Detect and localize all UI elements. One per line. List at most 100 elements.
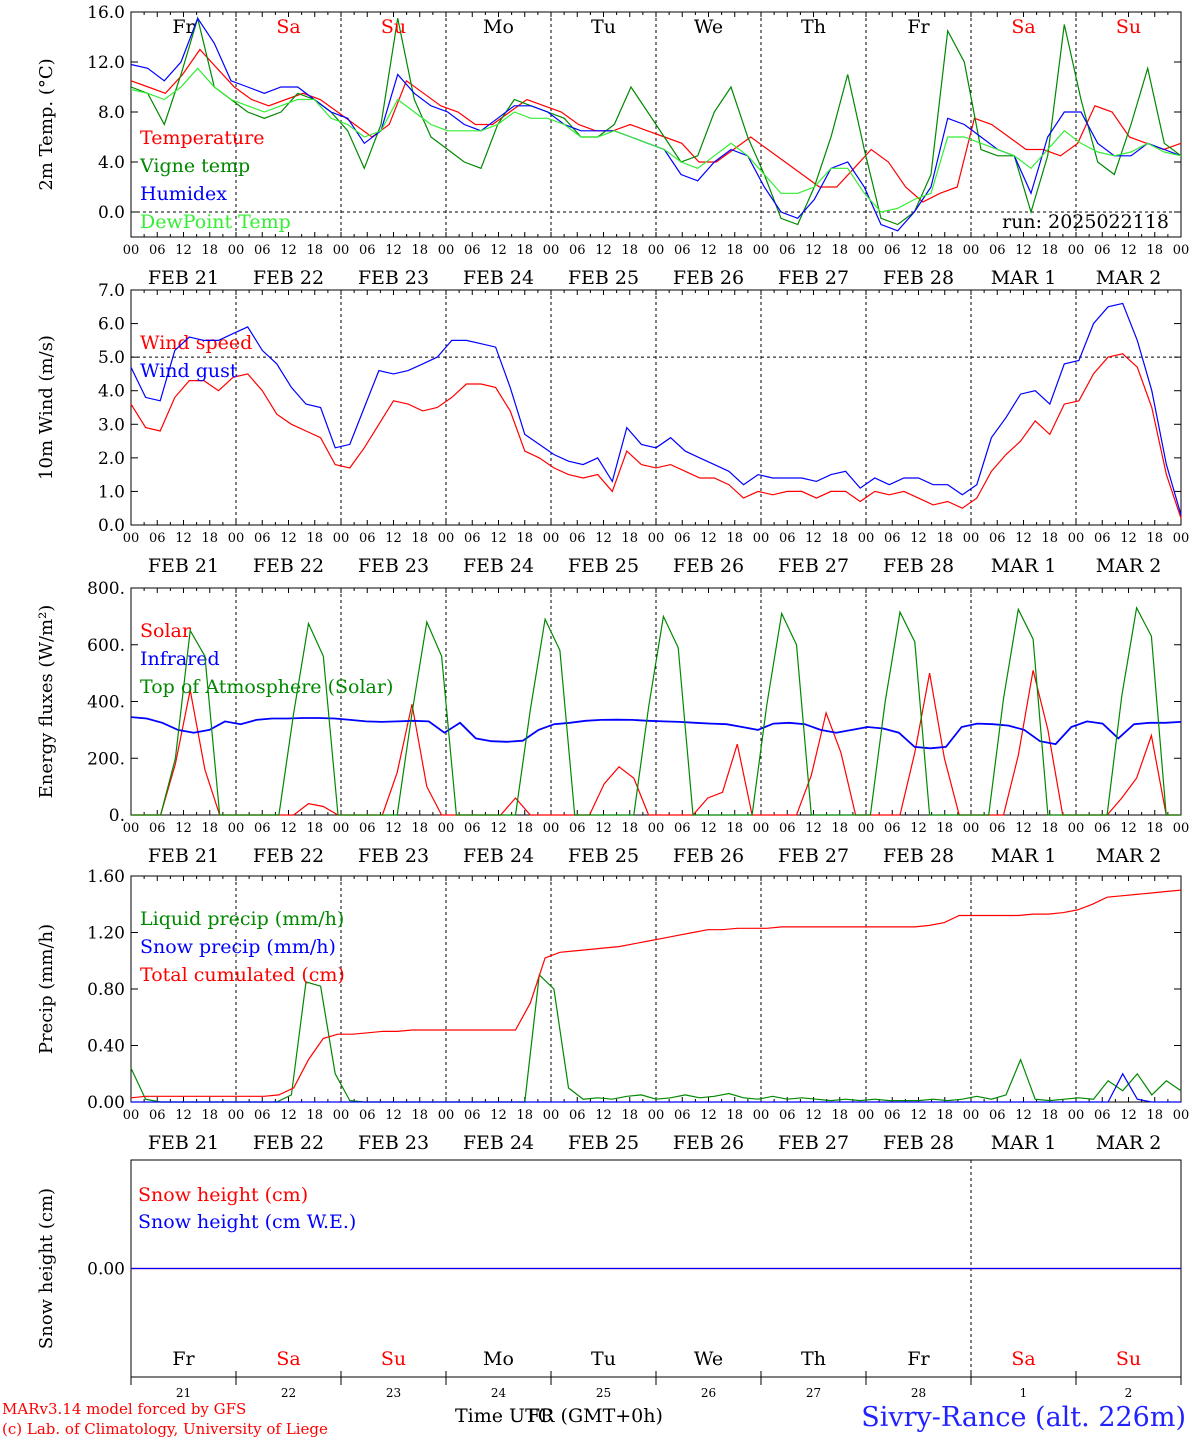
legend-entry: Snow precip (mm/h) bbox=[140, 936, 336, 958]
hour-tick-label: 00 bbox=[963, 1108, 980, 1123]
hour-tick-label: 00 bbox=[228, 243, 245, 258]
y-tick-label: 1.60 bbox=[87, 867, 125, 887]
y-axis-label: Snow height (cm) bbox=[36, 1188, 57, 1349]
hour-tick-label: 00 bbox=[858, 531, 875, 546]
hour-tick-label: 06 bbox=[149, 243, 166, 258]
legend-entry: Total cumulated (cm) bbox=[140, 964, 345, 986]
date-label: FEB 25 bbox=[568, 845, 639, 867]
hour-tick-label: 00 bbox=[438, 821, 455, 836]
hour-tick-label: 00 bbox=[228, 821, 245, 836]
hour-tick-label: 12 bbox=[1120, 821, 1137, 836]
hour-tick-label: 06 bbox=[464, 821, 481, 836]
date-label: MAR 1 bbox=[991, 555, 1057, 577]
hour-tick-label: 06 bbox=[464, 531, 481, 546]
date-label: MAR 2 bbox=[1096, 267, 1162, 289]
hour-tick-label: 06 bbox=[569, 243, 586, 258]
hour-tick-label: 06 bbox=[464, 1108, 481, 1123]
time-local-label: FR (GMT+0h) bbox=[527, 1405, 663, 1427]
hour-tick-label: 18 bbox=[306, 531, 323, 546]
legend-entry: Top of Atmosphere (Solar) bbox=[140, 676, 393, 698]
weekday-label: Mo bbox=[483, 1348, 514, 1370]
legend-entry: DewPoint Temp bbox=[140, 211, 291, 233]
y-axis-label: Energy fluxes (W/m²) bbox=[36, 605, 57, 799]
weekday-label: Fr bbox=[172, 16, 195, 38]
hour-tick-label: 00 bbox=[753, 531, 770, 546]
hour-tick-label: 12 bbox=[700, 821, 717, 836]
date-label: FEB 24 bbox=[463, 555, 534, 577]
weekday-label: Tu bbox=[591, 16, 616, 38]
hour-tick-label: 06 bbox=[674, 1108, 691, 1123]
day-number-label: 26 bbox=[701, 1386, 716, 1400]
hour-tick-label: 06 bbox=[779, 243, 796, 258]
hour-tick-label: 12 bbox=[595, 1108, 612, 1123]
hour-tick-label: 00 bbox=[1068, 1108, 1085, 1123]
hour-tick-label: 12 bbox=[1120, 531, 1137, 546]
y-tick-label: 800. bbox=[87, 579, 125, 599]
hour-tick-label: 00 bbox=[1068, 531, 1085, 546]
y-tick-label: 0.80 bbox=[87, 980, 125, 1000]
date-label: MAR 2 bbox=[1096, 555, 1162, 577]
date-label: MAR 1 bbox=[991, 845, 1057, 867]
weekday-label: Su bbox=[1116, 16, 1141, 38]
date-label: FEB 27 bbox=[778, 555, 849, 577]
date-label: FEB 22 bbox=[253, 267, 324, 289]
legend-entry: Wind gust bbox=[140, 360, 238, 382]
y-tick-label: 0.0 bbox=[98, 203, 125, 223]
hour-tick-label: 00 bbox=[753, 1108, 770, 1123]
legend-entry: Snow height (cm W.E.) bbox=[138, 1211, 356, 1233]
y-tick-label: 600. bbox=[87, 636, 125, 656]
legend-entry: Humidex bbox=[140, 183, 227, 205]
legend-entry: Vigne temp bbox=[139, 155, 250, 177]
y-tick-label: 7.0 bbox=[98, 281, 125, 301]
hour-tick-label: 00 bbox=[438, 243, 455, 258]
hour-tick-label: 00 bbox=[123, 821, 140, 836]
panel-4: 0.00 0.40 0.80 1.20 1.60 Precip (mm/h) Liquid … bbox=[36, 867, 1189, 1154]
hour-tick-label: 12 bbox=[910, 531, 927, 546]
hour-tick-label: 06 bbox=[359, 243, 376, 258]
y-tick-label: 0.00 bbox=[87, 1093, 125, 1113]
date-label: FEB 23 bbox=[358, 1132, 429, 1154]
date-label: FEB 23 bbox=[358, 845, 429, 867]
hour-tick-label: 18 bbox=[621, 821, 638, 836]
day-number-label: 23 bbox=[386, 1386, 401, 1400]
hour-tick-label: 18 bbox=[1146, 1108, 1163, 1123]
y-tick-label: 0. bbox=[109, 806, 125, 826]
hour-tick-label: 06 bbox=[989, 531, 1006, 546]
date-label: FEB 26 bbox=[673, 555, 744, 577]
y-tick-label: 0.00 bbox=[87, 1260, 125, 1280]
series-line-temperature bbox=[130, 48, 1182, 203]
hour-tick-label: 18 bbox=[201, 821, 218, 836]
panel-3: 0. 200. 400. 600. 800. Energy fluxes (W/m²) So… bbox=[36, 579, 1189, 867]
hour-tick-label: 00 bbox=[753, 821, 770, 836]
hour-tick-label: 12 bbox=[385, 821, 402, 836]
hour-tick-label: 00 bbox=[1173, 821, 1190, 836]
hour-tick-label: 18 bbox=[411, 243, 428, 258]
hour-tick-label: 18 bbox=[1146, 531, 1163, 546]
hour-tick-label: 06 bbox=[674, 243, 691, 258]
hour-tick-label: 18 bbox=[936, 243, 953, 258]
hour-tick-label: 12 bbox=[1015, 821, 1032, 836]
time-utc-label: Time UTC bbox=[455, 1405, 553, 1427]
hour-tick-label: 12 bbox=[595, 531, 612, 546]
hour-tick-label: 00 bbox=[648, 1108, 665, 1123]
panel-2: 0.0 1.0 2.0 3.0 4.0 5.0 6.0 7.0 10m Wind (m/s) Wi… bbox=[36, 281, 1189, 577]
hour-tick-label: 00 bbox=[333, 243, 350, 258]
hour-tick-label: 00 bbox=[123, 531, 140, 546]
hour-tick-label: 18 bbox=[201, 1108, 218, 1123]
hour-tick-label: 12 bbox=[700, 243, 717, 258]
hour-tick-label: 06 bbox=[884, 821, 901, 836]
date-label: FEB 27 bbox=[778, 267, 849, 289]
date-label: FEB 26 bbox=[673, 267, 744, 289]
weekday-label: Sa bbox=[1011, 16, 1035, 38]
hour-tick-label: 18 bbox=[411, 821, 428, 836]
y-tick-label: 2.0 bbox=[98, 449, 125, 469]
hour-tick-label: 06 bbox=[1094, 531, 1111, 546]
day-number-label: 25 bbox=[596, 1386, 611, 1400]
hour-tick-label: 06 bbox=[989, 1108, 1006, 1123]
weekday-label: Sa bbox=[276, 1348, 300, 1370]
day-number-label: 24 bbox=[491, 1386, 507, 1400]
legend-entry: Infrared bbox=[140, 648, 220, 670]
weekday-label: Su bbox=[381, 1348, 406, 1370]
lab-credit: (c) Lab. of Climatology, University of L… bbox=[2, 1420, 328, 1438]
legend-entry: Snow height (cm) bbox=[138, 1184, 308, 1206]
